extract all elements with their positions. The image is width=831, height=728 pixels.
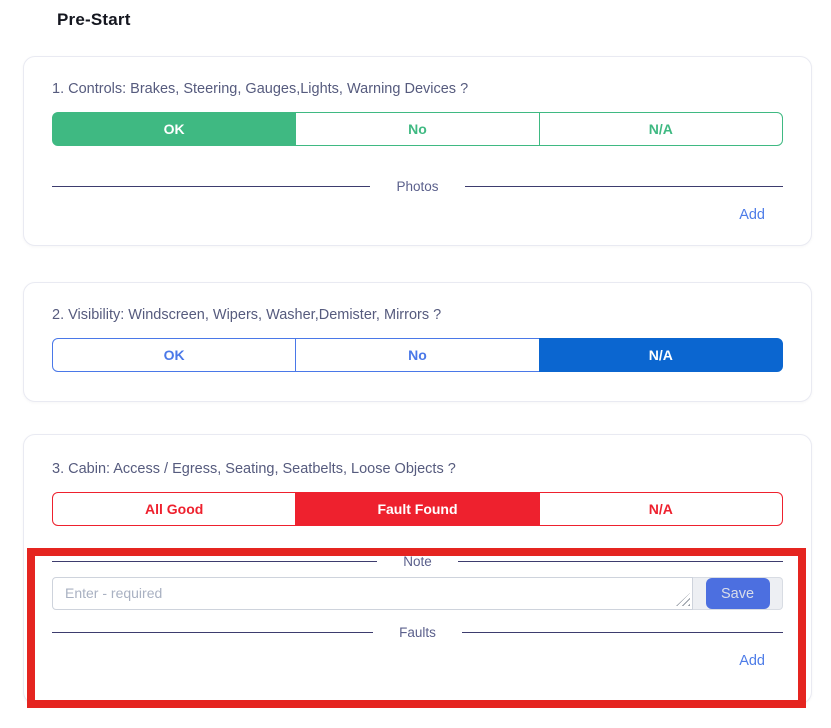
divider-line — [52, 185, 371, 188]
question-label: 3. Cabin: Access / Egress, Seating, Seat… — [52, 461, 456, 477]
note-divider: Note — [52, 554, 783, 569]
note-save-addon: Save — [693, 577, 783, 610]
option-na[interactable]: N/A — [538, 338, 783, 372]
question-card-cabin: 3. Cabin: Access / Egress, Seating, Seat… — [23, 434, 812, 704]
question-card-visibility: 2. Visibility: Windscreen, Wipers, Washe… — [23, 282, 812, 402]
faults-add-row: Add — [52, 652, 783, 670]
question-card-controls: 1. Controls: Brakes, Steering, Gauges,Li… — [23, 56, 812, 246]
add-fault-link[interactable]: Add — [739, 653, 765, 669]
photos-add-row: Add — [52, 206, 783, 224]
note-input[interactable] — [52, 577, 693, 610]
faults-divider: Faults — [52, 625, 784, 640]
add-photo-link[interactable]: Add — [739, 207, 765, 223]
photos-divider-label: Photos — [396, 179, 439, 194]
answer-button-group: OK No N/A — [52, 112, 783, 146]
option-no[interactable]: No — [295, 338, 540, 372]
option-na[interactable]: N/A — [538, 112, 783, 146]
option-ok[interactable]: OK — [52, 112, 297, 146]
faults-divider-label: Faults — [399, 625, 436, 640]
photos-divider: Photos — [52, 179, 783, 194]
option-fault-found[interactable]: Fault Found — [295, 492, 540, 526]
note-input-wrap — [52, 577, 693, 610]
divider-line — [461, 631, 784, 634]
save-button[interactable]: Save — [705, 578, 770, 609]
option-na[interactable]: N/A — [538, 492, 783, 526]
question-label: 1. Controls: Brakes, Steering, Gauges,Li… — [52, 81, 469, 97]
answer-button-group: All Good Fault Found N/A — [52, 492, 783, 526]
option-all-good[interactable]: All Good — [52, 492, 297, 526]
divider-line — [52, 631, 374, 634]
note-input-group: Save — [52, 577, 783, 610]
divider-line — [464, 185, 783, 188]
question-label: 2. Visibility: Windscreen, Wipers, Washe… — [52, 307, 442, 323]
page-title: Pre-Start — [57, 10, 131, 29]
option-ok[interactable]: OK — [52, 338, 297, 372]
option-no[interactable]: No — [295, 112, 540, 146]
note-divider-label: Note — [403, 554, 432, 569]
divider-line — [457, 560, 783, 563]
divider-line — [52, 560, 378, 563]
answer-button-group: OK No N/A — [52, 338, 783, 372]
